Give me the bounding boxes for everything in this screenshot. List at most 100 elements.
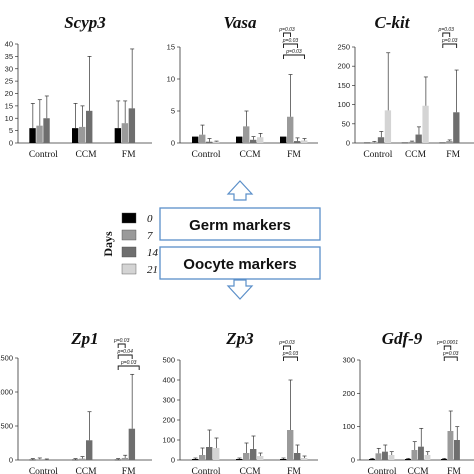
chart-title: Zp3 xyxy=(225,329,254,348)
bar-control-day-7 xyxy=(375,453,382,460)
bar-control-day-7 xyxy=(199,455,206,460)
bar-ccm-day-7 xyxy=(79,126,86,143)
y-tick-label: 200 xyxy=(162,416,175,425)
significance-label: p=0.03 xyxy=(282,351,299,357)
y-tick-label: 1500 xyxy=(0,354,13,363)
category-label: CCM xyxy=(75,150,97,160)
bar-control-day-21 xyxy=(213,141,220,143)
chart-zp1: Zp1 0 500 1000 1500 Control CCM FM p=0.03 p=0.04 p… xyxy=(0,329,152,474)
y-tick-label: 1000 xyxy=(0,388,13,397)
y-tick-label: 400 xyxy=(162,376,175,385)
bar-ccm-day-0 xyxy=(401,142,408,144)
bar-ccm-day-7 xyxy=(79,458,86,460)
bar-ccm-day-14 xyxy=(86,440,93,460)
bar-ccm-day-0 xyxy=(236,459,243,460)
bar-fm-day-14 xyxy=(128,108,136,143)
bar-control-day-0 xyxy=(192,459,199,460)
significance-bracket xyxy=(283,32,291,37)
bar-fm-day-14 xyxy=(294,141,301,143)
y-tick-label: 5 xyxy=(9,126,13,135)
bar-control-day-7 xyxy=(199,134,206,143)
germ-markers-box xyxy=(159,207,321,241)
category-label: Control xyxy=(29,150,58,160)
category-label: Control xyxy=(367,467,396,474)
bar-ccm-day-14 xyxy=(250,139,257,143)
bar-control-day-14 xyxy=(377,137,385,143)
significance-label: p=0.03 xyxy=(285,49,302,55)
up-arrow-icon xyxy=(226,180,254,201)
y-tick-label: 10 xyxy=(167,75,175,84)
category-label: Control xyxy=(363,150,392,160)
bar-fm-day-0 xyxy=(441,459,447,460)
y-tick-label: 30 xyxy=(5,64,13,73)
y-tick-label: 100 xyxy=(162,436,175,445)
legend-label-14: 14 xyxy=(147,247,159,259)
significance-label: p=0.0001 xyxy=(436,340,458,346)
y-tick-label: 500 xyxy=(0,422,13,431)
significance-bracket xyxy=(117,343,126,348)
significance-bracket xyxy=(283,356,298,361)
category-label: Control xyxy=(29,467,58,474)
category-label: CCM xyxy=(239,150,261,160)
bar-fm-day-0 xyxy=(280,136,287,143)
bar-ccm-day-7 xyxy=(411,450,418,460)
bar-control-day-14 xyxy=(43,459,50,461)
category-label: CCM xyxy=(407,467,429,474)
bar-ccm-day-0 xyxy=(405,459,411,460)
bar-fm-day-14 xyxy=(454,440,460,460)
legend-label-0: 0 xyxy=(147,213,153,225)
bar-control-day-21 xyxy=(384,110,392,143)
y-tick-label: 250 xyxy=(337,43,350,52)
y-tick-label: 0 xyxy=(351,456,355,465)
bar-fm-day-7 xyxy=(287,430,294,460)
chart-title: Zp1 xyxy=(70,329,98,348)
bar-control-day-0 xyxy=(369,459,375,460)
y-tick-label: 25 xyxy=(5,77,13,86)
y-tick-label: 100 xyxy=(337,100,350,109)
y-tick-label: 200 xyxy=(337,62,350,71)
significance-label: p=0.03 xyxy=(441,38,458,44)
bar-ccm-day-21 xyxy=(424,455,431,460)
down-arrow-icon xyxy=(226,279,254,300)
category-label: FM xyxy=(287,150,301,160)
bar-ccm-day-14 xyxy=(418,446,424,460)
y-tick-label: 0 xyxy=(9,456,13,465)
bar-ccm-day-21 xyxy=(422,105,429,143)
bar-fm-day-14 xyxy=(294,453,301,460)
category-label: CCM xyxy=(75,467,97,474)
y-tick-label: 5 xyxy=(171,107,175,116)
bar-fm-day-21 xyxy=(301,140,308,143)
legend-label-21: 21 xyxy=(147,264,158,276)
category-label: Control xyxy=(191,467,220,474)
y-tick-label: 0 xyxy=(171,139,175,148)
bar-ccm-day-7 xyxy=(243,126,250,143)
y-tick-label: 10 xyxy=(5,114,13,123)
significance-label: p=0.03 xyxy=(438,27,455,33)
category-label: CCM xyxy=(405,150,427,160)
category-label: FM xyxy=(122,150,136,160)
significance-bracket xyxy=(442,43,458,48)
bar-control-day-14 xyxy=(206,141,213,143)
bar-fm-day-0 xyxy=(439,142,446,144)
chart-vasa: Vasa 0 5 10 15 Control CCM FM p=0.03 p=0.03 p=0.03 xyxy=(167,13,318,160)
chart-title: Vasa xyxy=(223,13,257,32)
bar-control-day-7 xyxy=(370,142,378,143)
significance-bracket xyxy=(283,54,305,59)
significance-bracket xyxy=(283,345,291,350)
y-tick-label: 300 xyxy=(342,356,355,365)
chart-scyp3: Scyp3 0 5 10 15 20 25 30 35 40 Control CCM FM xyxy=(5,13,152,160)
chart-title: Gdf-9 xyxy=(382,329,423,348)
chart-title: C-kit xyxy=(375,13,411,32)
bar-control-day-0 xyxy=(29,128,36,143)
chart-gdf-9: Gdf-9 0 100 200 300 Control CCM FM p=0.0001 p=0.0… xyxy=(342,329,474,474)
y-tick-label: 20 xyxy=(5,89,13,98)
bar-fm-day-21 xyxy=(301,458,308,460)
bar-fm-day-7 xyxy=(121,123,129,143)
oocyte-markers-box xyxy=(159,246,321,280)
significance-bracket xyxy=(117,354,133,359)
bar-fm-day-14 xyxy=(128,428,136,460)
y-tick-label: 0 xyxy=(9,139,13,148)
legend: Days 0 7 14 21 xyxy=(101,212,159,276)
bar-control-day-14 xyxy=(206,447,213,460)
